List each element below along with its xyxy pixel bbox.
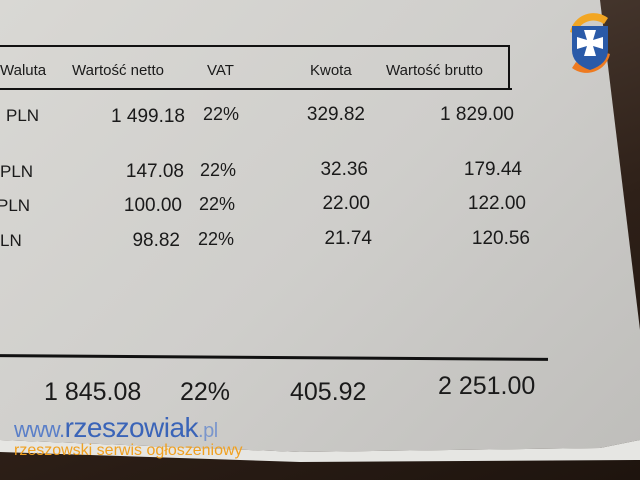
cell-currency: PLN: [6, 106, 40, 125]
header-net: Wartość netto: [72, 62, 164, 79]
cell-amount: 329.82: [306, 104, 365, 125]
watermark-tld: .pl: [198, 420, 218, 442]
header-bottom-border: [0, 88, 512, 90]
cell-vat: 22%: [203, 104, 240, 124]
cell-currency: LN: [0, 231, 22, 250]
watermark-www: www.: [14, 417, 65, 442]
header-amount: Kwota: [310, 62, 352, 79]
cell-net: 100.00: [123, 195, 182, 216]
total-gross: 2 251.00: [438, 372, 536, 400]
cell-net: 1 499.18: [111, 106, 185, 127]
total-net: 1 845.08: [44, 378, 142, 406]
cell-gross: 179.44: [463, 159, 522, 180]
cell-vat: 22%: [199, 194, 236, 214]
cell-vat: 22%: [200, 160, 237, 180]
header-gross: Wartość brutto: [386, 62, 483, 79]
total-amount: 405.92: [290, 378, 367, 406]
cell-currency: PLN: [0, 196, 31, 215]
cell-currency: PLN: [0, 162, 34, 181]
cell-net: 147.08: [125, 161, 184, 182]
header-currency: Waluta: [0, 62, 47, 79]
cell-gross: 122.00: [467, 193, 526, 214]
cell-amount: 22.00: [322, 193, 370, 214]
header-right-border: [508, 45, 510, 90]
cell-amount: 32.36: [320, 159, 368, 180]
watermark-name: rzeszowiak: [64, 412, 199, 443]
total-vat: 22%: [180, 378, 231, 406]
cell-net: 98.82: [132, 230, 180, 251]
cell-gross: 120.56: [471, 228, 530, 249]
watermark-logo: www.rzeszowiak.pl: [14, 412, 218, 444]
cross-emblem-icon: [570, 13, 610, 73]
cell-vat: 22%: [198, 229, 235, 249]
cell-amount: 21.74: [324, 228, 372, 249]
watermark-tagline: rzeszowski serwis ogłoszeniowy: [14, 442, 243, 459]
header-top-border: [0, 45, 510, 47]
cell-gross: 1 829.00: [440, 104, 514, 125]
header-vat: VAT: [207, 62, 234, 79]
